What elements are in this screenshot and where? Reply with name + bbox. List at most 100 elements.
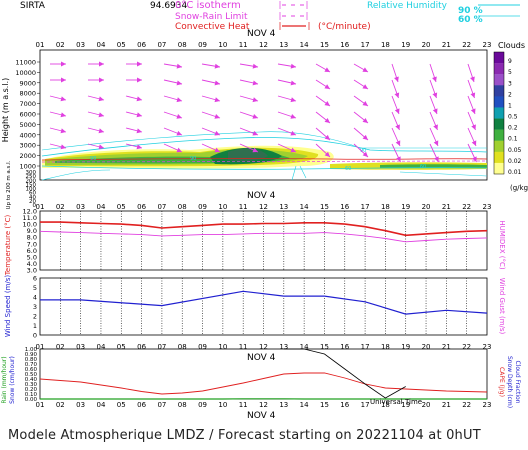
wind-arrow-6-4-head [290,130,296,136]
bot-hour-01: 01 [36,401,45,409]
isotherm-bracket [279,1,308,9]
mid2-hour-03: 03 [76,343,85,351]
clouds-legend-unit: (g/kg) [510,184,528,192]
wind-arrow-8-4-head [362,134,368,140]
mid2-hour-17: 17 [361,343,370,351]
wind-arrow-8-5-head [362,151,368,157]
cloud-ytick-low-200: 200 [26,178,37,184]
wind-arrow-9-2-head [394,108,400,114]
mid2-hour-01: 01 [36,343,45,351]
mid1-hour-17: 17 [361,203,370,211]
wind-arrow-9-0-head [394,76,399,82]
wind-arrow-3-0-head [176,63,182,69]
precip-ytick-0.60: 0.60 [25,367,38,373]
humidex-line [39,230,488,243]
wind-arrow-8-2-head [362,101,368,106]
legend-value-0.5: 0.5 [508,114,518,121]
wind-ytick-2: 2 [33,313,37,321]
cloud-ytick-2000: 2000 [19,152,36,160]
rh90-label: 90 % [458,6,483,16]
wind-arrow-3-3-head [176,114,182,119]
cloud-ytick-10000: 10000 [15,69,36,77]
bot-hour-10: 10 [218,401,227,409]
temp-ytick-11.0: 11.0 [23,214,37,222]
date-label-mid1: NOV 4 [247,191,276,201]
wind-arrow-8-0-head [362,67,368,72]
contour-label-1: 90 [190,156,196,162]
wind-arrow-6-2-head [290,97,296,103]
mid2-hour-07: 07 [157,343,166,351]
wind-ylabel: Wind Speed (m/s) [4,275,12,338]
top-hour-05: 05 [117,41,126,49]
mid2-hour-15: 15 [320,343,329,351]
cloudfraction-ylabel: Cloud Fraction [514,361,521,404]
mid2-hour-08: 08 [178,343,187,351]
xaxis-label: Universal Time [370,398,422,406]
cape-ylabel: CAPE (J/g) [498,367,505,397]
temp-frame [39,210,488,271]
legend-swatch-5 [494,107,504,119]
bot-hour-14: 14 [300,401,309,409]
cloud-ytick-4000: 4000 [19,131,36,139]
wind-arrow-3-2-head [176,97,182,103]
mid1-hour-13: 13 [279,203,288,211]
mid2-hour-02: 02 [56,343,65,351]
wind-arrow-2-3-head [136,112,142,118]
wind-arrow-7-0-head [324,67,330,72]
bot-hour-06: 06 [137,401,146,409]
mid2-hour-16: 16 [340,343,349,351]
mid1-hour-19: 19 [401,203,410,211]
legend-value-1: 1 [508,102,512,109]
wind-arrow-5-0-head [252,63,258,69]
mid1-hour-15: 15 [320,203,329,211]
wind-arrow-5-4-head [252,130,258,136]
wind-arrow-10-5-head [434,156,439,162]
cloud-ytick-low-150: 150 [26,182,37,188]
mid2-hour-21: 21 [442,343,451,351]
wind-arrow-2-2-head [136,96,142,102]
legend-swatch-3 [494,85,504,97]
wind-arrow-2-1-head [137,77,142,83]
bot-hour-09: 09 [198,401,207,409]
wind-arrow-8-3-head [362,117,368,123]
date-label-top: NOV 4 [247,29,276,39]
date-label-bottom: NOV 4 [247,411,276,421]
mid2-hour-11: 11 [239,343,248,351]
wind-arrow-11-3-head [471,124,476,130]
cloud-ytick-3000: 3000 [19,142,36,150]
temp-ytick-10.0: 10.0 [23,221,37,229]
legend-swatch-9 [494,151,504,164]
bot-hour-13: 13 [279,401,288,409]
wind-arrow-5-2-head [252,97,258,103]
wind-arrow-9-4-head [395,140,401,146]
rain-ylabel: Rain (mm/hour) [1,356,8,403]
top-hour-06: 06 [137,41,146,49]
snow-ylabel: Snow (cm/hour) [9,356,16,404]
wind-arrow-8-1-head [362,84,368,89]
rh-contour-low [291,165,307,181]
wind-arrow-4-0-head [214,63,220,69]
mid1-hour-18: 18 [381,203,390,211]
rh-label: Relative Humidity [367,1,448,11]
legend-frame [493,51,505,175]
wind-arrow-10-2-head [432,108,438,114]
humidex-ylabel: HUMIDEX (°C) [498,220,506,269]
cloud-ytick-5000: 5000 [19,121,36,129]
wind-arrow-0-1-head [61,77,66,83]
top-hour-07: 07 [157,41,166,49]
cloud-ytick-9000: 9000 [19,79,36,87]
wind-arrow-6-5-head [290,147,296,153]
top-hour-23: 23 [483,41,492,49]
mid1-hour-10: 10 [218,203,227,211]
mid2-hour-18: 18 [381,343,390,351]
contour-label-4: 60 [345,166,351,172]
mid1-hour-11: 11 [239,203,248,211]
mid2-hour-09: 09 [198,343,207,351]
convective-label: Convective Heat [175,22,250,32]
snowdepth-ylabel: Snow Depth (cm) [506,356,513,408]
cloud-ytick-11000: 11000 [15,59,36,67]
wind-ytick-6: 6 [33,275,37,283]
wind-arrow-5-1-head [252,80,258,86]
mid1-hour-23: 23 [483,203,492,211]
legend-swatch-1 [494,63,504,75]
